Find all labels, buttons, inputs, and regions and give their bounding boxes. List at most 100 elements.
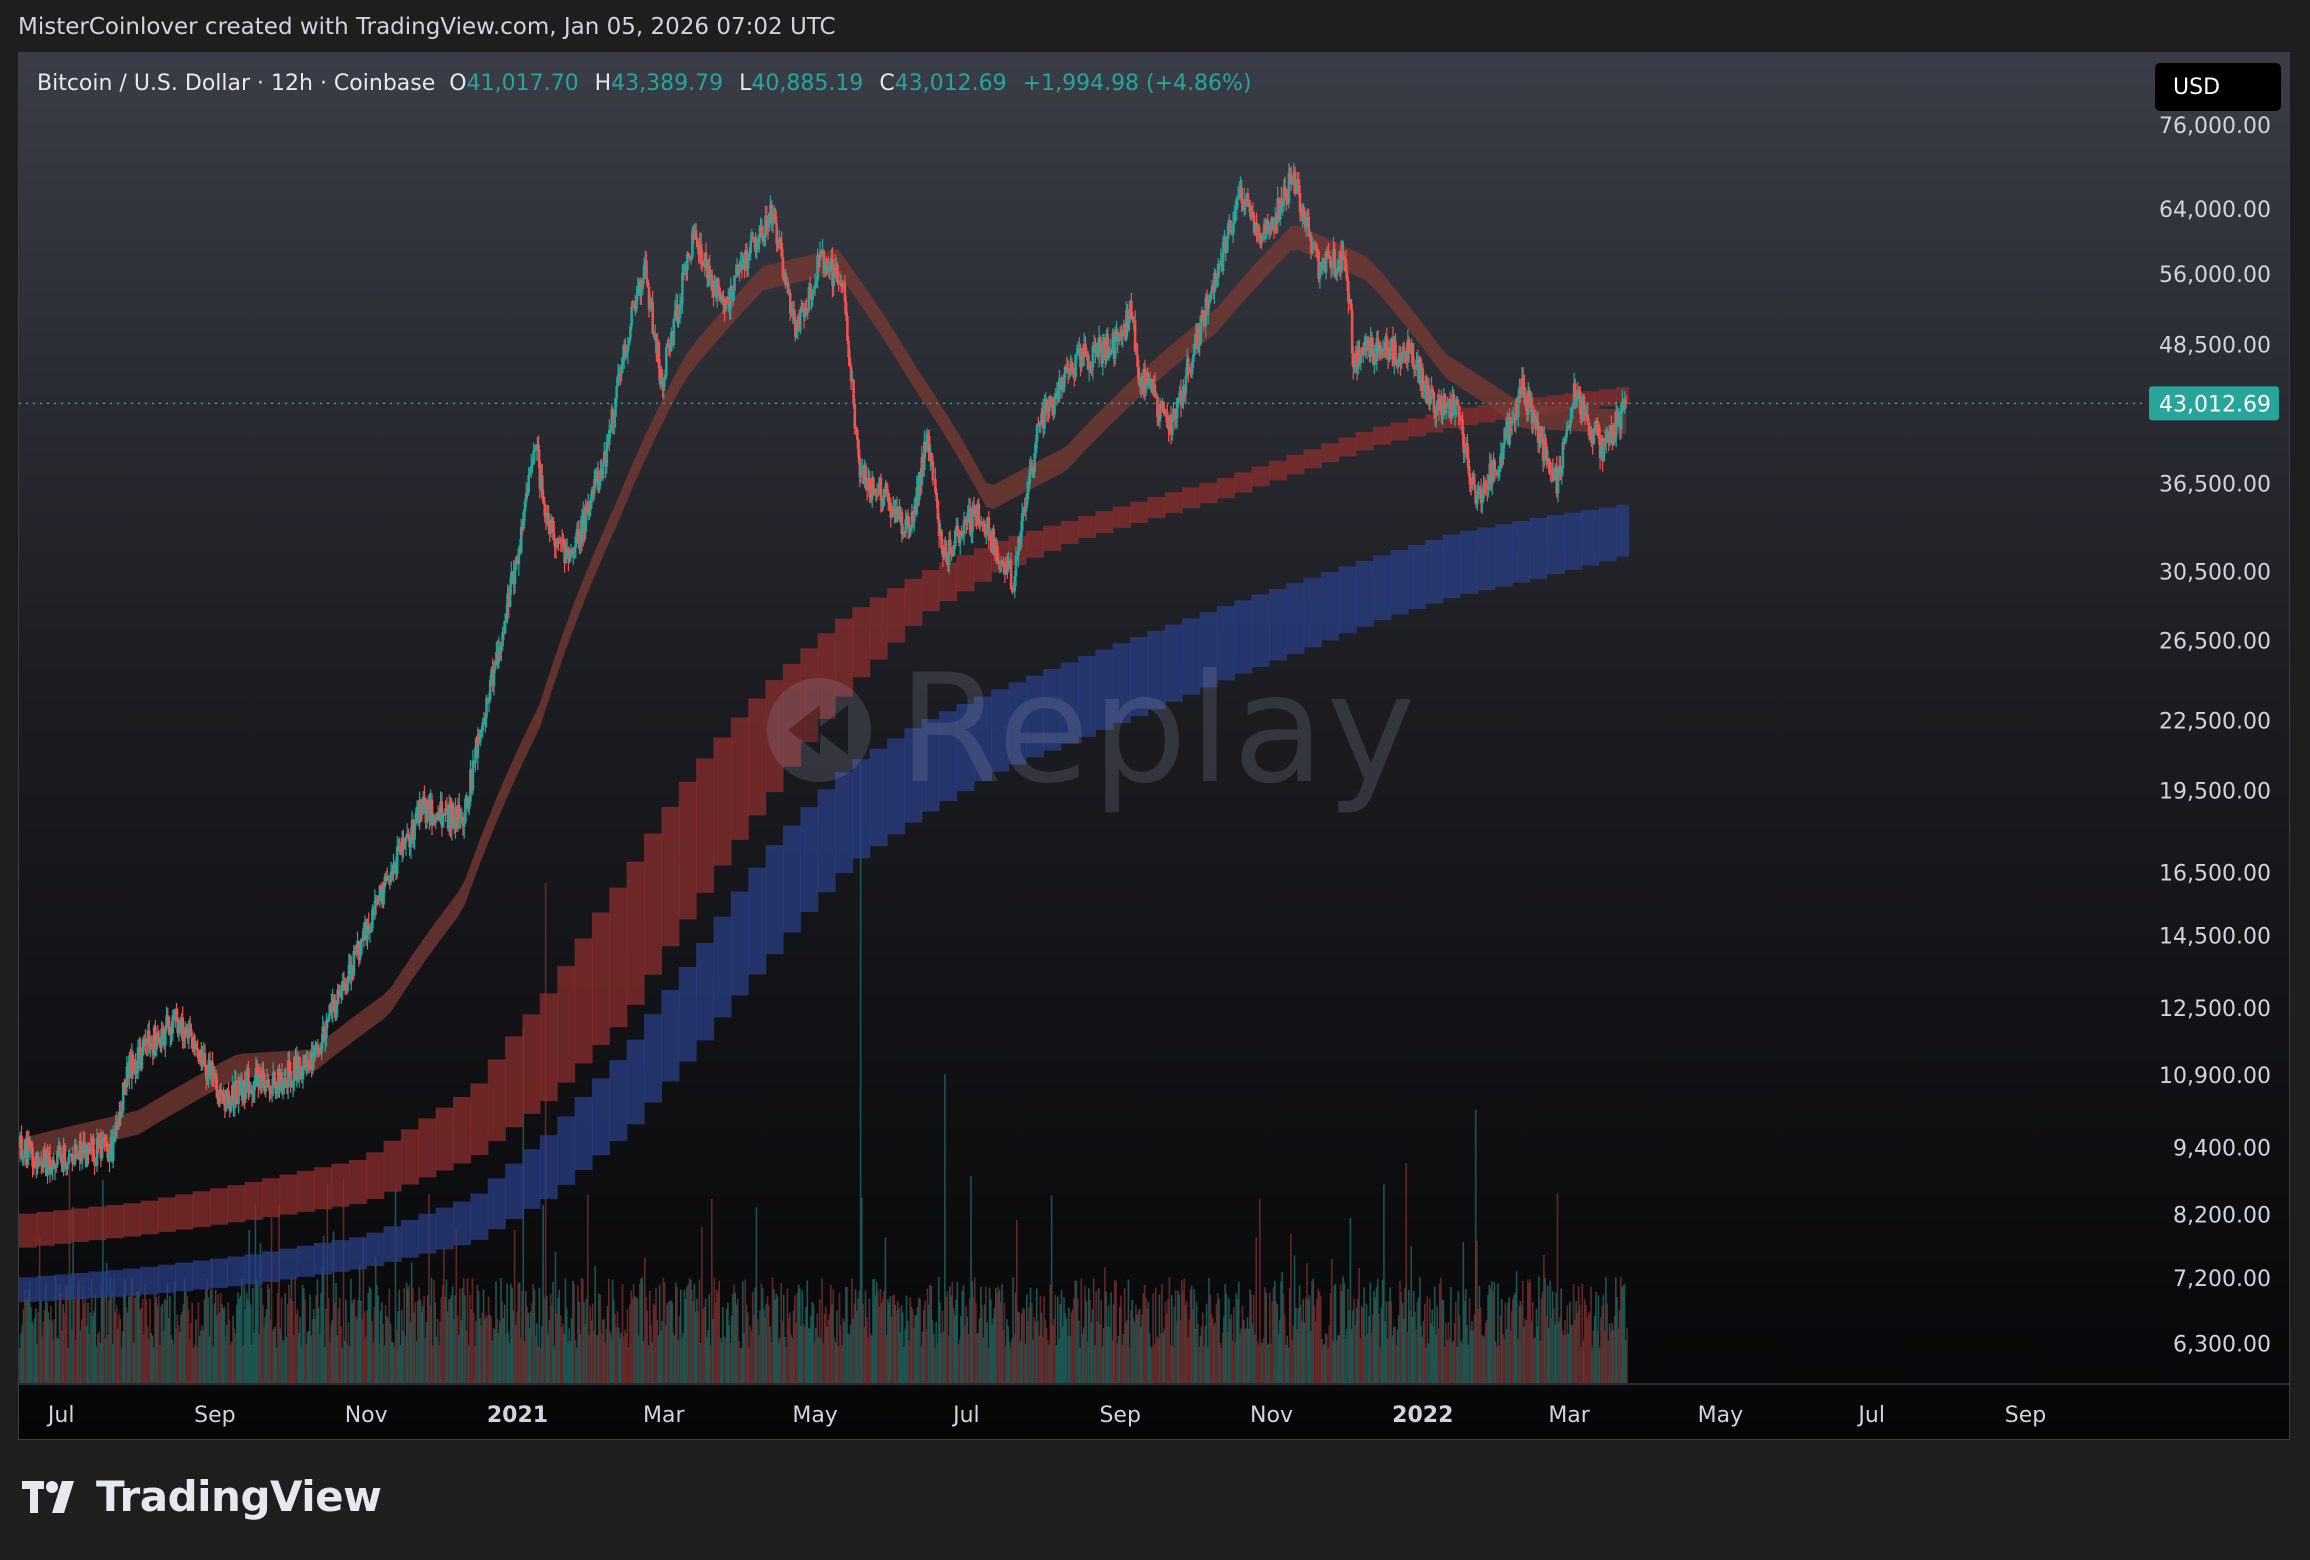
volume-bar <box>905 1295 908 1384</box>
candle-down <box>234 1080 238 1101</box>
candle-up <box>691 230 694 258</box>
volume-bar <box>658 1284 661 1384</box>
candle-up <box>1569 419 1572 428</box>
time-axis[interactable]: Jul Sep Nov 2021 Mar May Jul Sep Nov 2022 Mar May Ju… <box>46 1403 2046 1428</box>
currency-button[interactable]: USD <box>2155 63 2281 111</box>
volume-bar <box>1373 1291 1375 1384</box>
volume-bar <box>159 1345 161 1384</box>
tradingview-logo[interactable]: TradingView <box>22 1472 382 1521</box>
volume-bar <box>1047 1340 1049 1384</box>
candle-up <box>1453 405 1457 415</box>
volume-bar <box>1567 1333 1570 1384</box>
blue-band-segment <box>1494 524 1513 587</box>
candle-up <box>1236 195 1240 198</box>
candle-down <box>1187 358 1190 371</box>
volume-bar <box>330 1325 332 1384</box>
legend-symbol[interactable]: Bitcoin / U.S. Dollar · 12h · Coinbase <box>37 71 436 96</box>
volume-bar <box>155 1297 157 1384</box>
price-axis[interactable]: 76,000.0064,000.0056,000.0048,500.0036,5… <box>2159 114 2271 1358</box>
volume-bar <box>835 1342 837 1384</box>
volume-bar <box>1363 1287 1365 1384</box>
volume-bar <box>105 1262 108 1384</box>
volume-bar <box>599 1294 601 1384</box>
volume-bar <box>857 1298 859 1384</box>
volume-bar <box>1276 1304 1279 1384</box>
volume-bar <box>546 1295 548 1384</box>
volume-bar <box>970 1176 972 1384</box>
candle-up <box>738 270 741 274</box>
volume-bar <box>537 1346 539 1384</box>
candle-up <box>662 379 666 391</box>
volume-bar <box>1417 1297 1420 1384</box>
candle-down <box>745 250 749 269</box>
volume-bar <box>745 1304 748 1384</box>
candle-down <box>553 539 556 547</box>
volume-bar <box>712 1318 714 1384</box>
volume-bar <box>1342 1276 1344 1384</box>
blue-band-segment <box>1529 517 1548 579</box>
volume-bar <box>724 1337 727 1384</box>
volume-bar <box>624 1330 626 1384</box>
volume-bar <box>1502 1334 1504 1384</box>
candle-up <box>1094 347 1097 353</box>
candle-up <box>673 311 677 319</box>
candle-down <box>1251 211 1255 215</box>
volume-bar <box>574 1340 577 1384</box>
volume-bar <box>1085 1301 1088 1384</box>
volume-bar <box>1094 1345 1096 1384</box>
candle-up <box>952 546 956 556</box>
volume-bar <box>666 1304 668 1384</box>
volume-bar <box>1261 1342 1264 1384</box>
red-band-segment <box>1112 506 1131 528</box>
volume-bar <box>1329 1292 1332 1384</box>
candle-up <box>311 1052 315 1070</box>
candle-up <box>1552 475 1556 481</box>
volume-bar <box>1522 1280 1524 1384</box>
candle-down <box>1314 249 1318 251</box>
candle-down <box>147 1030 151 1048</box>
volume-bar <box>1529 1279 1531 1384</box>
candle-down <box>1383 349 1386 351</box>
volume-bar <box>925 1329 928 1384</box>
volume-bar <box>737 1298 739 1384</box>
candle-up <box>479 732 482 743</box>
candle-up <box>1242 199 1246 211</box>
blue-band-segment <box>71 1273 90 1299</box>
price-chart-svg[interactable]: 76,000.0064,000.0056,000.0048,500.0036,5… <box>19 53 2289 1439</box>
volume-bar <box>585 1298 588 1384</box>
blue-band-segment <box>400 1220 419 1258</box>
volume-bar <box>205 1289 207 1384</box>
volume-bar <box>176 1314 179 1384</box>
volume-bar <box>771 1277 774 1384</box>
candle-down <box>408 837 411 848</box>
candle-up <box>493 663 497 669</box>
tradingview-brand: TradingView <box>96 1472 382 1521</box>
volume-bar <box>1440 1277 1442 1384</box>
candle-down <box>1120 334 1123 337</box>
candle-down <box>903 532 906 534</box>
volume-bar <box>500 1278 502 1384</box>
volume-bar <box>1379 1347 1381 1384</box>
volume-bar <box>952 1308 955 1384</box>
volume-bar <box>69 1278 72 1384</box>
volume-bar <box>711 1199 713 1384</box>
volume-bar <box>1503 1339 1505 1384</box>
candle-up <box>1623 401 1627 410</box>
volume-bar <box>884 1237 887 1384</box>
volume-bar <box>1091 1309 1094 1384</box>
volume-bar <box>730 1315 733 1384</box>
volume-bar <box>234 1333 237 1384</box>
volume-bar <box>1386 1338 1389 1384</box>
volume-bar <box>961 1291 964 1384</box>
chart-area[interactable]: 76,000.00 64,000.00 56,000.00 48,500.00 36,5… <box>18 52 2290 1440</box>
red-band-segment <box>53 1210 72 1244</box>
volume-bar <box>1303 1322 1306 1384</box>
volume-bar <box>288 1284 290 1384</box>
candle-down <box>430 799 434 824</box>
volume-bar <box>656 1319 658 1384</box>
candle-down <box>1060 377 1064 391</box>
volume-bar <box>1121 1345 1123 1384</box>
candle-down <box>1536 422 1540 443</box>
candle-down <box>1089 366 1092 368</box>
candle-up <box>298 1066 301 1081</box>
